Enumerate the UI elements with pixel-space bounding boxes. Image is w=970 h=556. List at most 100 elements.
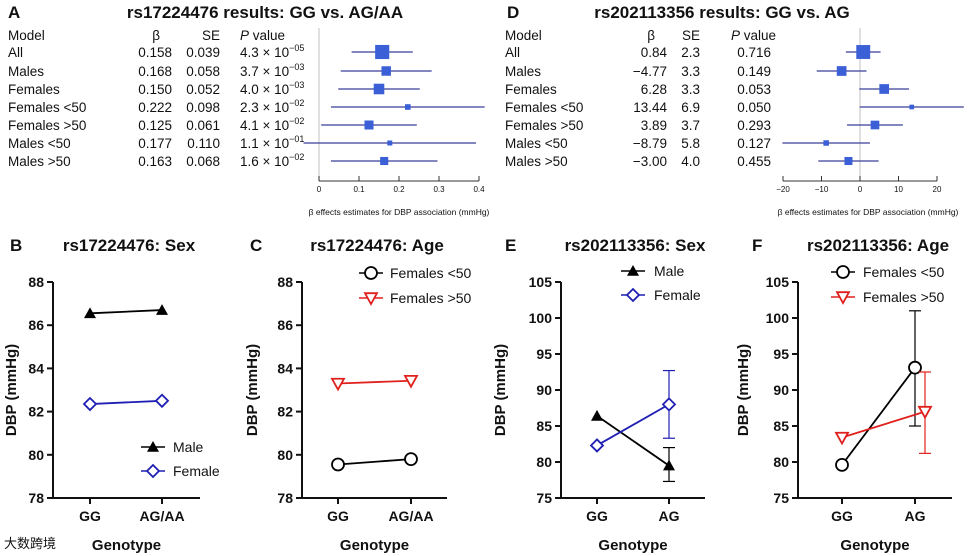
- diamond-marker: [154, 393, 170, 409]
- p-exponent: −02: [289, 116, 304, 126]
- y-axis-label: DBP (mmHg): [492, 344, 509, 436]
- triangle-marker: [663, 459, 675, 471]
- header-p-italic: P: [731, 28, 740, 43]
- y-tick-label: 105: [529, 274, 553, 290]
- row-beta: 0.158: [138, 45, 172, 60]
- row-se: 3.3: [681, 82, 700, 97]
- panel-letter: E: [505, 236, 516, 255]
- row-model: Females: [505, 82, 557, 97]
- legend-label: Females >50: [390, 290, 472, 306]
- row-beta: 0.177: [138, 136, 172, 151]
- forest-row: Females <50 0.222 0.098 2.3 × 10−02: [8, 98, 485, 115]
- row-beta: −3.00: [633, 154, 667, 169]
- legend-item: Females <50: [831, 264, 945, 280]
- row-beta: 0.84: [641, 45, 668, 60]
- point-estimate-square: [836, 66, 847, 76]
- triangle-down-marker: [330, 377, 346, 392]
- point-estimate-square: [387, 140, 393, 146]
- forest-row: Females >50 3.89 3.7 0.293: [505, 118, 903, 133]
- y-tick-label: 80: [536, 454, 552, 470]
- y-tick-label: 88: [28, 274, 44, 290]
- diamond-marker: [589, 438, 605, 453]
- forest-title: rs202113356 results: GG vs. AG: [594, 3, 849, 22]
- chart-title: rs17224476: Age: [310, 236, 444, 255]
- point-estimate-square: [844, 157, 853, 165]
- row-p-value: 0.127: [737, 136, 771, 151]
- row-se: 3.3: [681, 64, 700, 79]
- legend-item: Female: [141, 463, 220, 479]
- series-male: [591, 409, 675, 483]
- p-exponent: −01: [289, 134, 304, 144]
- p-mantissa: 4.0 × 10: [240, 82, 289, 97]
- y-tick-label: 80: [28, 447, 44, 463]
- circle-marker: [908, 360, 922, 375]
- series-females-50: [834, 371, 933, 454]
- triangle-down-marker: [917, 405, 933, 420]
- row-model: Females >50: [505, 118, 583, 133]
- row-beta: 13.44: [633, 100, 667, 115]
- p-mantissa: 2.3 × 10: [240, 100, 289, 115]
- x-tick-label: AG: [905, 508, 926, 524]
- x-axis-label: β effects estimates for DBP association …: [778, 207, 959, 217]
- header-p-suffix: value: [740, 28, 776, 43]
- x-tick-label: 0.2: [393, 185, 405, 194]
- circle-marker: [836, 265, 850, 279]
- point-estimate-square: [879, 84, 890, 94]
- legend-label: Females >50: [863, 289, 945, 305]
- y-tick-label: 100: [766, 310, 790, 326]
- panel-letter: B: [10, 236, 22, 255]
- row-se: 0.039: [186, 45, 220, 60]
- header-p-italic: P: [240, 28, 249, 43]
- legend-item: Male: [621, 263, 685, 279]
- diamond-marker: [625, 287, 641, 303]
- p-mantissa: 4.1 × 10: [240, 118, 289, 133]
- row-se: 0.098: [186, 100, 220, 115]
- row-model: Males <50: [505, 136, 568, 151]
- y-tick-label: 90: [536, 382, 552, 398]
- row-p-value: 3.7 × 10−03: [240, 62, 304, 79]
- chart-title: rs17224476: Sex: [63, 236, 196, 255]
- row-se: 2.3: [681, 45, 700, 60]
- legend-item: Females <50: [359, 265, 472, 281]
- forest-row: Females >50 0.125 0.061 4.1 × 10−02: [8, 116, 417, 133]
- forest-row: Males 0.168 0.058 3.7 × 10−03: [8, 62, 432, 79]
- circle-marker: [835, 457, 849, 472]
- x-tick-label: 0.1: [353, 185, 365, 194]
- row-se: 5.8: [681, 136, 700, 151]
- y-tick-label: 80: [773, 454, 789, 470]
- p-exponent: −03: [289, 62, 304, 72]
- forest-row: Females 6.28 3.3 0.053: [505, 82, 910, 97]
- row-p-value: 2.3 × 10−02: [240, 98, 304, 115]
- legend-label: Females <50: [863, 264, 945, 280]
- x-tick-label: 10: [894, 185, 903, 194]
- y-tick-label: 78: [28, 490, 44, 506]
- triangle-marker: [84, 307, 96, 319]
- row-beta: 0.168: [138, 64, 172, 79]
- header-model: Model: [8, 28, 45, 43]
- y-tick-label: 80: [277, 447, 293, 463]
- x-axis-label: Genotype: [598, 537, 667, 554]
- x-tick-label: −10: [815, 185, 829, 194]
- y-tick-label: 78: [277, 490, 293, 506]
- point-estimate-square: [823, 140, 829, 146]
- triangle-down-marker: [834, 431, 850, 446]
- forest-title: rs17224476 results: GG vs. AG/AA: [127, 3, 403, 22]
- y-tick-label: 105: [766, 274, 790, 290]
- row-p-value: 0.293: [737, 118, 771, 133]
- y-tick-label: 82: [28, 404, 44, 420]
- panel-letter: F: [752, 236, 762, 255]
- x-axis-label: Genotype: [840, 537, 909, 554]
- x-axis-label: Genotype: [340, 537, 409, 554]
- legend-label: Male: [654, 263, 685, 279]
- series-line: [337, 379, 412, 385]
- p-mantissa: 4.3 × 10: [240, 45, 289, 60]
- row-p-value: 4.1 × 10−02: [240, 116, 304, 133]
- point-estimate-square: [375, 44, 390, 60]
- row-model: Females <50: [505, 100, 583, 115]
- header-p-value: P value: [731, 28, 776, 43]
- point-estimate-square: [373, 83, 385, 95]
